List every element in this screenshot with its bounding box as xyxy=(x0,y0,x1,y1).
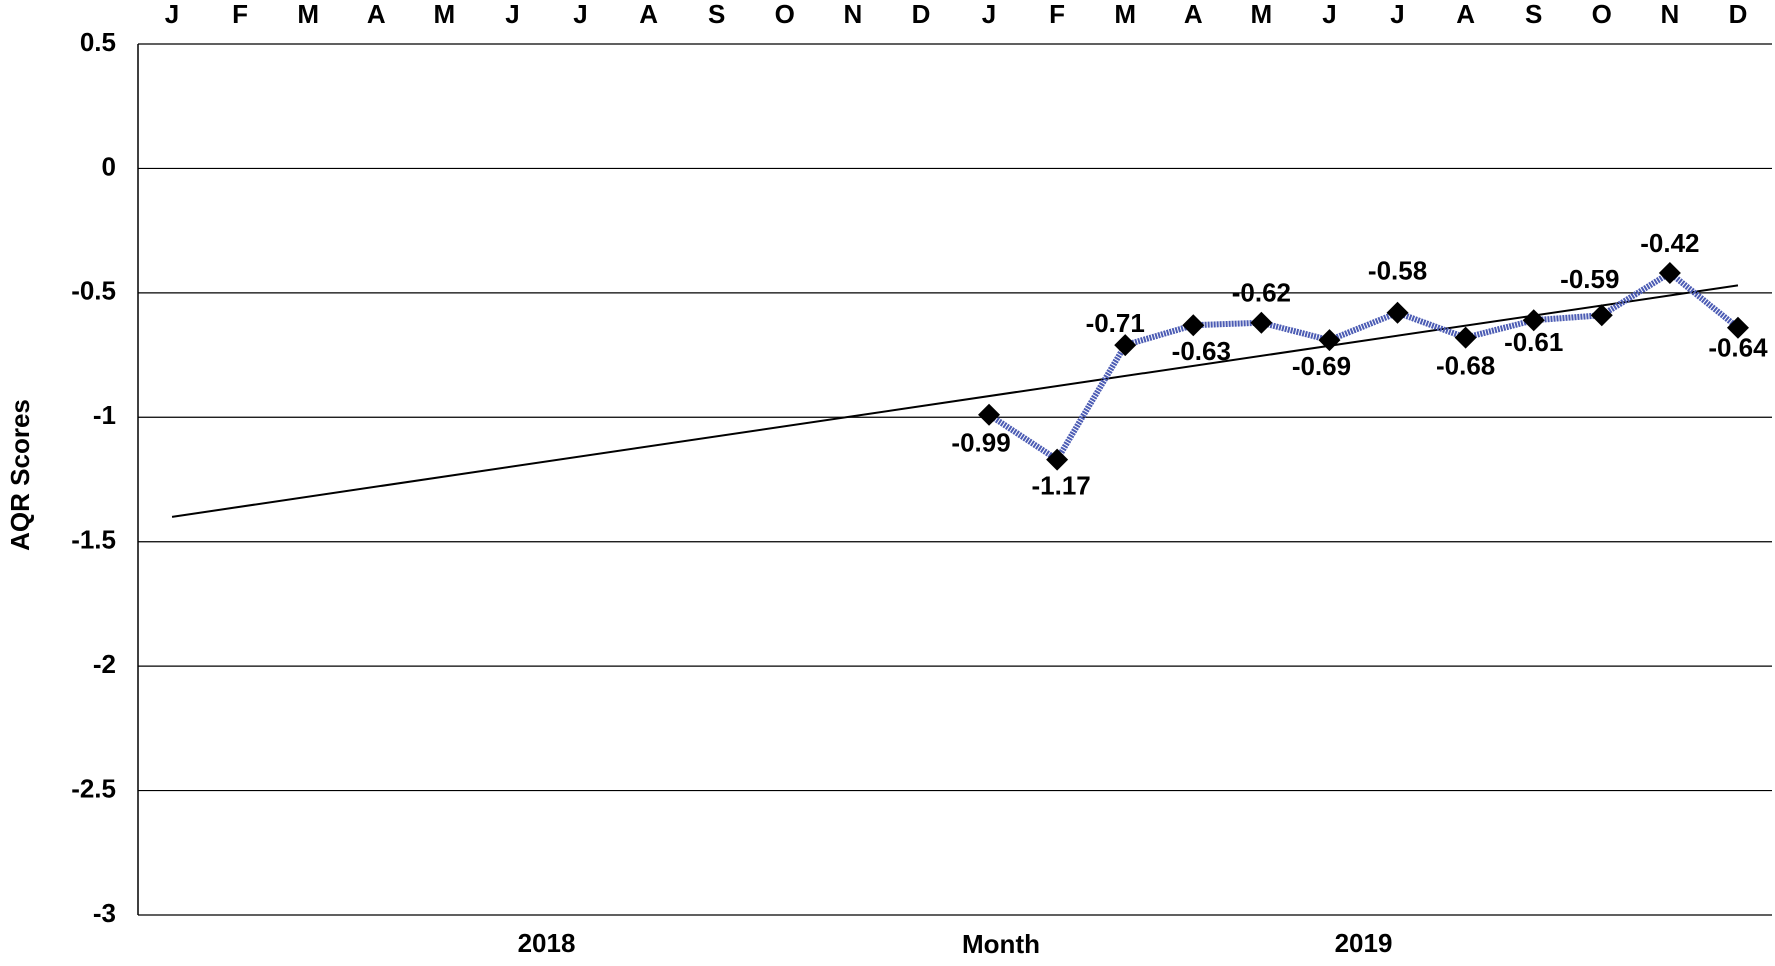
x-tick-label: N xyxy=(1660,0,1679,29)
year-label: 2018 xyxy=(518,928,576,958)
data-label: -0.99 xyxy=(951,428,1010,458)
marker xyxy=(978,403,1001,426)
x-tick-label: O xyxy=(1592,0,1612,29)
y-tick-label: 0 xyxy=(102,151,116,181)
data-label: -0.71 xyxy=(1086,308,1145,338)
x-tick-label: N xyxy=(843,0,862,29)
x-tick-label: A xyxy=(367,0,386,29)
data-label: -0.58 xyxy=(1368,256,1427,286)
data-label: -1.17 xyxy=(1031,470,1090,500)
x-tick-label: S xyxy=(708,0,725,29)
trendline xyxy=(171,284,1739,518)
y-tick-label: -1 xyxy=(93,400,116,430)
y-tick-label: -1.5 xyxy=(71,525,116,555)
marker xyxy=(1658,261,1681,284)
x-tick-label: S xyxy=(1525,0,1542,29)
x-tick-label: M xyxy=(1251,0,1273,29)
x-tick-label: M xyxy=(1114,0,1136,29)
marker xyxy=(1522,309,1545,332)
data-label: -0.62 xyxy=(1232,278,1291,308)
x-tick-label: M xyxy=(297,0,319,29)
x-tick-label: D xyxy=(1729,0,1748,29)
marker xyxy=(1726,316,1749,339)
x-tick-label: A xyxy=(639,0,658,29)
y-tick-label: -3 xyxy=(93,898,116,928)
x-tick-label: M xyxy=(434,0,456,29)
data-label: -0.68 xyxy=(1436,351,1495,381)
data-label: -0.63 xyxy=(1172,336,1231,366)
marker xyxy=(1114,334,1137,357)
marker xyxy=(1318,329,1341,352)
x-tick-label: J xyxy=(1390,0,1404,29)
data-label: -0.42 xyxy=(1640,228,1699,258)
marker xyxy=(1454,326,1477,349)
x-tick-label: J xyxy=(982,0,996,29)
x-tick-label: A xyxy=(1184,0,1203,29)
y-tick-label: -2 xyxy=(93,649,116,679)
x-tick-label: J xyxy=(505,0,519,29)
marker xyxy=(1386,301,1409,324)
y-axis-label: AQR Scores xyxy=(5,399,35,551)
data-label: -0.69 xyxy=(1292,351,1351,381)
data-label: -0.61 xyxy=(1504,327,1563,357)
x-tick-label: J xyxy=(1322,0,1336,29)
x-tick-label: J xyxy=(573,0,587,29)
x-tick-label: O xyxy=(775,0,795,29)
marker xyxy=(1182,314,1205,337)
data-label: -0.59 xyxy=(1560,264,1619,294)
data-line xyxy=(987,269,1740,464)
x-tick-label: F xyxy=(1049,0,1065,29)
x-axis-label: Month xyxy=(962,929,1040,959)
data-label: -0.64 xyxy=(1708,333,1768,363)
year-label: 2019 xyxy=(1335,928,1393,958)
marker xyxy=(1046,448,1069,471)
x-tick-label: A xyxy=(1456,0,1475,29)
marker xyxy=(1250,311,1273,334)
y-tick-label: 0.5 xyxy=(80,27,116,57)
y-tick-label: -0.5 xyxy=(71,276,116,306)
marker xyxy=(1590,304,1613,327)
y-tick-label: -2.5 xyxy=(71,773,116,803)
x-tick-label: D xyxy=(912,0,931,29)
x-tick-label: J xyxy=(165,0,179,29)
x-tick-label: F xyxy=(232,0,248,29)
